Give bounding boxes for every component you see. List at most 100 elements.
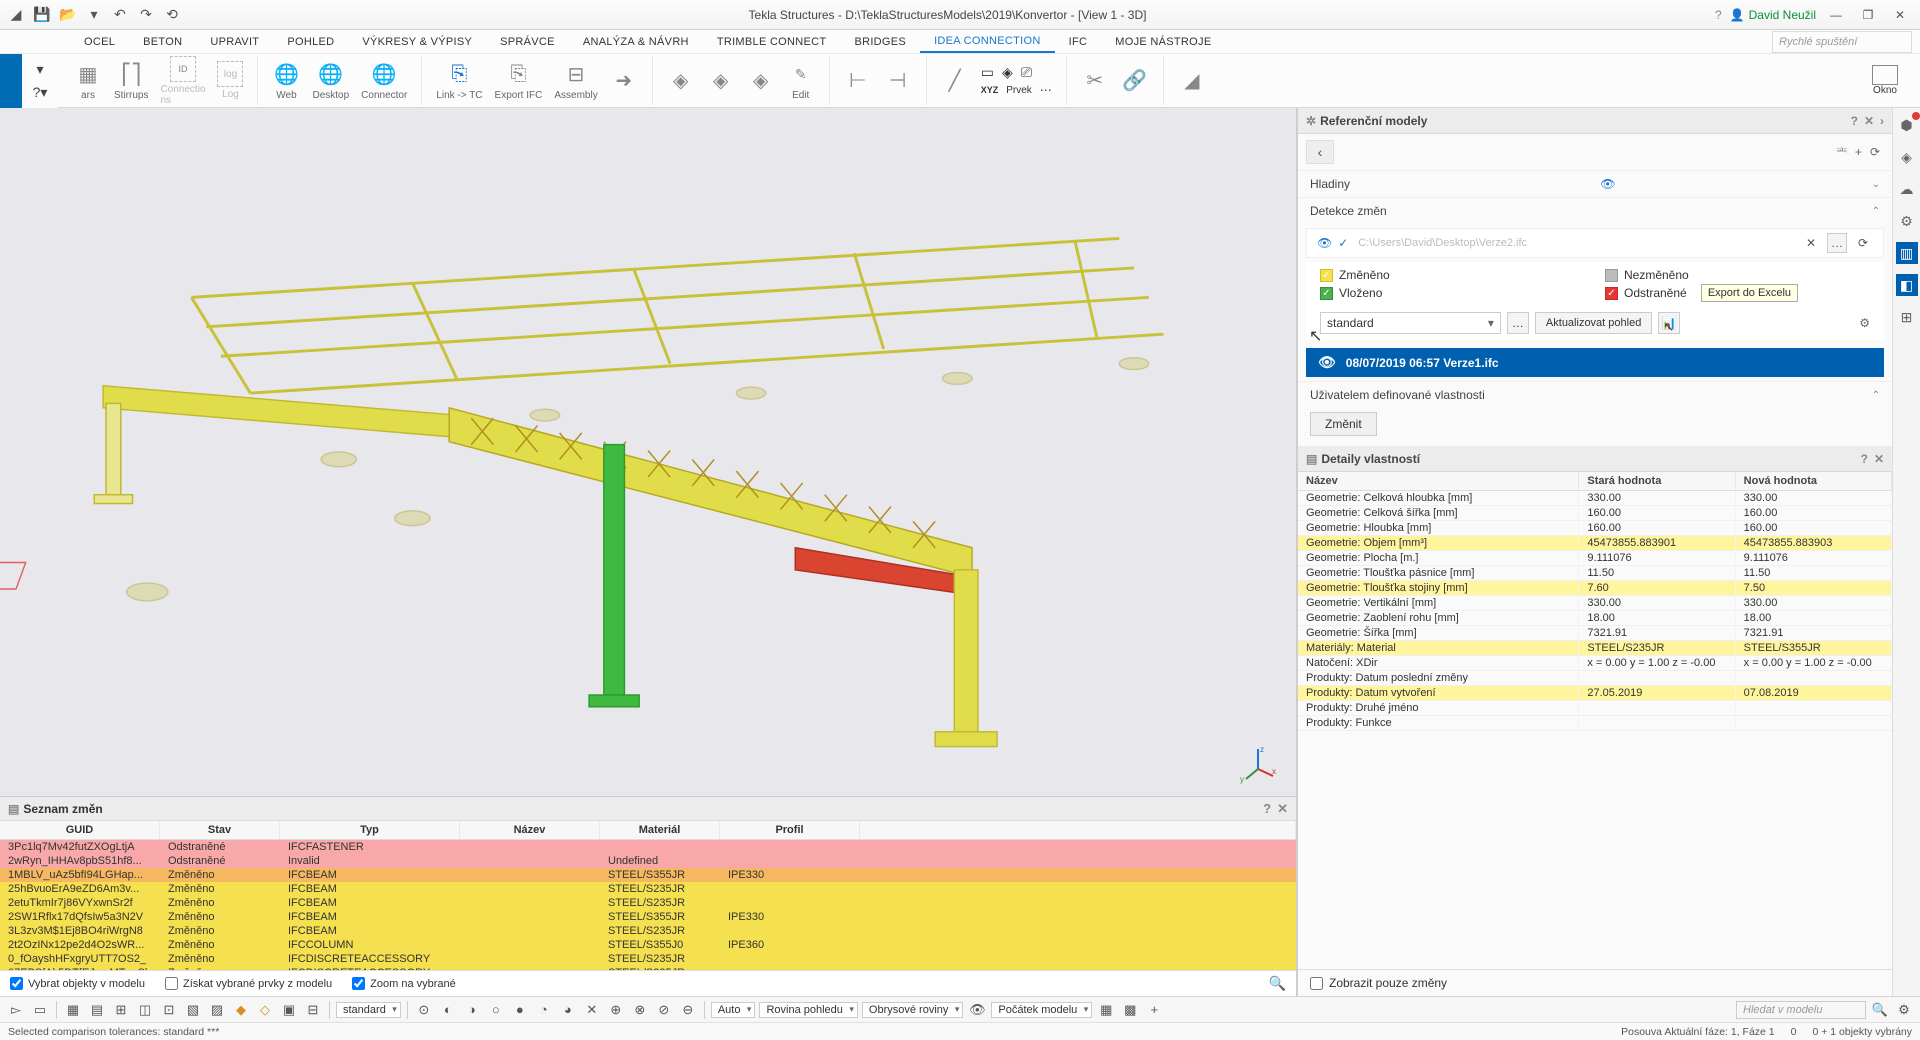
bt-search-icon[interactable]: 🔍 (1870, 1000, 1890, 1020)
show-only-changes[interactable]: Zobrazit pouze změny (1298, 969, 1892, 996)
change-row[interactable]: 3Pc1lq7Mv42futZXOgLtjAOdstraněnéIFCFASTE… (0, 840, 1296, 854)
prop-row[interactable]: Geometrie: Celková šířka [mm]160.00160.0… (1298, 506, 1892, 521)
help-icon[interactable]: ? (1715, 8, 1722, 22)
menu-vkresyvpisy[interactable]: VÝKRESY & VÝPISY (348, 32, 486, 52)
refresh-icon[interactable]: ⟳ (1870, 145, 1880, 160)
bt-s8[interactable]: ✕ (582, 1000, 602, 1020)
section-hladiny[interactable]: Hladiny 👁 ⌄ (1298, 170, 1892, 197)
plus-icon[interactable]: + (1855, 145, 1862, 160)
ribbon-assembly[interactable]: ⊟Assembly (554, 60, 597, 101)
axis-gizmo[interactable]: z x y (1238, 744, 1278, 784)
ribbon-link[interactable]: 🔗 (1121, 67, 1149, 95)
bt-i5[interactable]: ⊡ (159, 1000, 179, 1020)
bt-i10[interactable]: ▣ (279, 1000, 299, 1020)
open-icon[interactable]: 📂 (60, 7, 76, 23)
help-small-icon[interactable]: ? (1851, 114, 1858, 128)
menu-trimbleconnect[interactable]: TRIMBLE CONNECT (703, 32, 841, 52)
menu-analzanvrh[interactable]: ANALÝZA & NÁVRH (569, 32, 703, 52)
ribbon-cut[interactable]: ✂ (1081, 67, 1109, 95)
bt-plus[interactable]: + (1144, 1000, 1164, 1020)
chevron-right-icon[interactable]: › (1880, 114, 1884, 128)
ribbon-log[interactable]: logLog (217, 61, 243, 100)
clh-nazev[interactable]: Název (460, 821, 600, 839)
strip-layers-icon[interactable]: ◈ (1896, 146, 1918, 168)
change-row[interactable]: 25hBvuoErA9eZD6Am3v...ZměněnoIFCBEAMSTEE… (0, 882, 1296, 896)
export-excel-button[interactable]: 📊 ↖ (1658, 312, 1680, 334)
change-row[interactable]: 2t2OzINx12pe2d4O2sWR...ZměněnoIFCCOLUMNS… (0, 938, 1296, 952)
prop-row[interactable]: Geometrie: Tloušťka stojiny [mm]7.607.50 (1298, 581, 1892, 596)
menu-ocel[interactable]: OCEL (70, 32, 129, 52)
strip-chart-icon[interactable]: ▥ (1896, 242, 1918, 264)
ribbon-xyz[interactable]: XYZ (981, 85, 999, 95)
clear-path-icon[interactable]: ✕ (1801, 233, 1821, 253)
bt-i8[interactable]: ◆ (231, 1000, 251, 1020)
ribbon-export-ifc[interactable]: ⎘Export IFC (495, 60, 543, 101)
bt-eye-icon[interactable]: 👁 (967, 1000, 987, 1020)
eye-icon[interactable]: 👁 (1600, 177, 1615, 191)
prop-row[interactable]: Geometrie: Hloubka [mm]160.00160.00 (1298, 521, 1892, 536)
bt-i7[interactable]: ▨ (207, 1000, 227, 1020)
change-row[interactable]: 0_fOayshHFxgryUTT7OS2_ZměněnoIFCDISCRETE… (0, 952, 1296, 966)
ribbon-prvek[interactable]: Prvek (1006, 85, 1032, 96)
bt-s10[interactable]: ⊗ (630, 1000, 650, 1020)
chk-vlozeno[interactable]: ✓Vloženo (1320, 286, 1585, 300)
maximize-icon[interactable]: ❐ (1856, 5, 1880, 25)
clh-guid[interactable]: GUID (0, 821, 160, 839)
col-stara[interactable]: Stará hodnota (1579, 472, 1735, 490)
ribbon-okno[interactable]: Okno (1858, 65, 1912, 96)
prop-row[interactable]: Produkty: Datum vytvoření27.05.201907.08… (1298, 686, 1892, 701)
bt-i2[interactable]: ▤ (87, 1000, 107, 1020)
zmenit-button[interactable]: Změnit (1310, 412, 1377, 436)
prop-row[interactable]: Geometrie: Vertikální [mm]330.00330.00 (1298, 596, 1892, 611)
menu-mojenstroje[interactable]: MOJE NÁSTROJE (1101, 32, 1225, 52)
redo-icon[interactable]: ↷ (138, 7, 154, 23)
prop-row[interactable]: Materiály: MaterialSTEEL/S235JRSTEEL/S35… (1298, 641, 1892, 656)
prop-row[interactable]: Geometrie: Tloušťka pásnice [mm]11.5011.… (1298, 566, 1892, 581)
pointer-icon[interactable]: ▾ (36, 61, 43, 78)
bt-g2[interactable]: ▩ (1120, 1000, 1140, 1020)
prop-row[interactable]: Geometrie: Zaoblení rohu [mm]18.0018.00 (1298, 611, 1892, 626)
bt-select-icon[interactable]: ▭ (30, 1000, 50, 1020)
clh-stav[interactable]: Stav (160, 821, 280, 839)
col-nazev[interactable]: Název (1298, 472, 1579, 490)
close-icon[interactable]: ✕ (1888, 5, 1912, 25)
back-button[interactable]: ‹ (1306, 140, 1334, 164)
ribbon-cube2[interactable]: ◈ (707, 67, 735, 95)
ribbon-arrow[interactable]: ➜ (610, 67, 638, 95)
chk-nezmeneno[interactable]: Nezměněno (1605, 268, 1870, 282)
close-props-icon[interactable]: ✕ (1874, 452, 1884, 466)
ribbon-line[interactable]: ╱ (941, 67, 969, 95)
change-row[interactable]: 3L3zv3M$1Ej8BO4riWrgN8ZměněnoIFCBEAMSTEE… (0, 924, 1296, 938)
menu-beton[interactable]: BETON (129, 32, 196, 52)
prop-row[interactable]: Natočení: XDirx = 0.00 y = 1.00 z = -0.0… (1298, 656, 1892, 671)
bt-g1[interactable]: ▦ (1096, 1000, 1116, 1020)
strip-grid-icon[interactable]: ◧ (1896, 274, 1918, 296)
ribbon-stirrups[interactable]: ⎡⎤Stirrups (114, 60, 148, 101)
list-search-icon[interactable]: 🔍 (1269, 975, 1286, 992)
prop-row[interactable]: Geometrie: Šířka [mm]7321.917321.91 (1298, 626, 1892, 641)
refresh2-icon[interactable]: ⟳ (1853, 233, 1873, 253)
aktualize-button[interactable]: Aktualizovat pohled (1535, 312, 1652, 334)
dropdown-icon[interactable]: ▾ (86, 7, 102, 23)
browse-button[interactable]: … (1827, 233, 1847, 253)
ribbon-view-icon[interactable]: ▭ (981, 64, 994, 81)
user-label[interactable]: 👤David Neužil (1730, 8, 1816, 22)
ribbon-edit[interactable]: ✎Edit (787, 60, 815, 101)
section-detekce[interactable]: Detekce změn ⌃ (1298, 197, 1892, 224)
change-row[interactable]: 1MBLV_uAz5bfI94LGHap...ZměněnoIFCBEAMSTE… (0, 868, 1296, 882)
bt-standard-select[interactable]: standard (336, 1002, 401, 1018)
reload-icon[interactable]: ⟲ (164, 7, 180, 23)
menu-bridges[interactable]: BRIDGES (840, 32, 920, 52)
help4-icon[interactable]: ? (1263, 801, 1271, 817)
bt-s6[interactable]: ◔ (534, 1000, 554, 1020)
bt-i6[interactable]: ▧ (183, 1000, 203, 1020)
ribbon-connector[interactable]: 🌐Connector (361, 60, 407, 101)
strip-settings-icon[interactable]: ⊞ (1896, 306, 1918, 328)
clh-material[interactable]: Materiál (600, 821, 720, 839)
menu-ifc[interactable]: IFC (1055, 32, 1102, 52)
ribbon-link-tc[interactable]: ⎘Link -> TC (436, 60, 482, 101)
bt-i9[interactable]: ◇ (255, 1000, 275, 1020)
find-input[interactable]: Hledat v modelu (1736, 1001, 1866, 1019)
strip-gear-icon[interactable]: ⚙ (1896, 210, 1918, 232)
ribbon-web[interactable]: 🌐Web (272, 60, 300, 101)
